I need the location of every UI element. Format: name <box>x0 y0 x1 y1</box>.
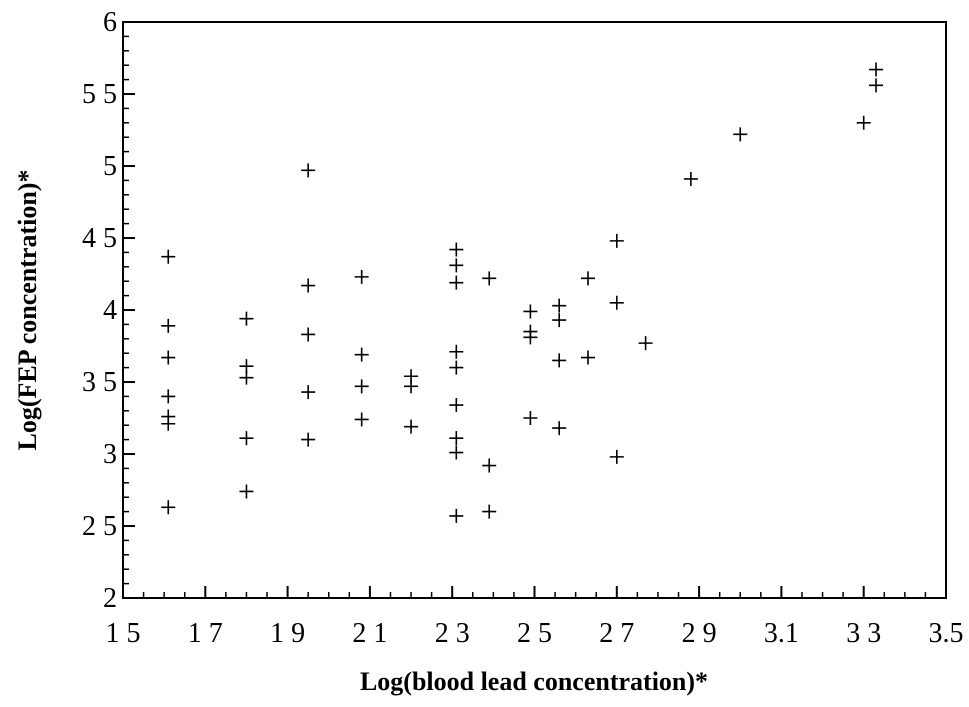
point <box>161 318 176 333</box>
point <box>869 78 884 93</box>
point <box>354 379 369 394</box>
point <box>301 327 316 342</box>
x-tick-label: 3.5 <box>929 618 964 649</box>
point <box>856 115 871 130</box>
point <box>161 389 176 404</box>
point <box>239 311 254 326</box>
point <box>449 258 464 273</box>
y-axis-title: Log(FEP concentration)* <box>13 170 42 451</box>
point <box>161 350 176 365</box>
point <box>354 347 369 362</box>
point <box>523 330 538 345</box>
point <box>482 504 497 519</box>
point <box>404 379 419 394</box>
x-tick-label: 1 9 <box>270 618 305 649</box>
y-tick-label: 5 5 <box>82 79 117 110</box>
point <box>161 249 176 264</box>
x-tick-label: 2 5 <box>517 618 552 649</box>
point <box>609 449 624 464</box>
point <box>733 127 748 142</box>
point <box>161 416 176 431</box>
point <box>301 432 316 447</box>
y-tick-label: 3 <box>103 439 117 470</box>
point <box>239 484 254 499</box>
y-tick-label: 5 <box>103 151 117 182</box>
x-tick-label: 2 3 <box>435 618 470 649</box>
point <box>449 508 464 523</box>
point <box>482 458 497 473</box>
y-tick-label: 3 5 <box>82 367 117 398</box>
point <box>301 163 316 178</box>
point <box>580 350 595 365</box>
point <box>552 313 567 328</box>
x-tick-label: 1 5 <box>106 618 141 649</box>
point <box>354 412 369 427</box>
point <box>609 295 624 310</box>
x-tick-label: 2 7 <box>599 618 634 649</box>
y-tick-label: 2 5 <box>82 511 117 542</box>
x-tick-label: 3.1 <box>764 618 799 649</box>
point <box>301 385 316 400</box>
x-tick-label: 3 3 <box>846 618 881 649</box>
x-tick-label: 1 7 <box>188 618 223 649</box>
point <box>638 336 653 351</box>
point <box>239 370 254 385</box>
point <box>552 353 567 368</box>
point <box>449 344 464 359</box>
x-tick-label: 2 9 <box>682 618 717 649</box>
point <box>449 275 464 290</box>
point <box>449 431 464 446</box>
point <box>609 233 624 248</box>
point <box>449 445 464 460</box>
point <box>449 242 464 257</box>
y-tick-label: 2 <box>103 583 117 614</box>
x-tick-label: 2 1 <box>352 618 387 649</box>
point <box>449 360 464 375</box>
y-tick-label: 4 5 <box>82 223 117 254</box>
point <box>449 398 464 413</box>
point <box>869 62 884 77</box>
point <box>404 419 419 434</box>
point <box>523 304 538 319</box>
point <box>239 431 254 446</box>
point <box>552 421 567 436</box>
y-tick-label: 6 <box>103 7 117 38</box>
point <box>580 271 595 286</box>
point <box>552 298 567 313</box>
point <box>523 411 538 425</box>
y-tick-label: 4 <box>103 295 117 326</box>
point <box>683 171 698 186</box>
point <box>301 278 316 293</box>
plot-frame <box>122 21 947 599</box>
point <box>354 269 369 284</box>
point <box>482 271 497 286</box>
point <box>161 500 176 515</box>
x-axis-title: Log(blood lead concentration)* <box>360 667 708 696</box>
